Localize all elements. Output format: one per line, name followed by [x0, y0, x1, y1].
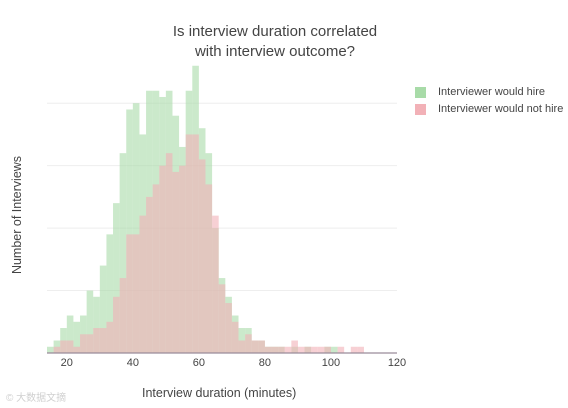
bar-hire — [99, 265, 107, 353]
bar-not-hire — [251, 340, 259, 353]
bar-not-hire — [60, 340, 67, 353]
bar-hire — [126, 109, 133, 353]
bar-hire — [132, 103, 140, 353]
bar-not-hire — [278, 346, 285, 353]
legend-swatch-hire — [415, 86, 426, 98]
bar-not-hire — [297, 346, 305, 353]
legend-item-hire[interactable]: Interviewer would hire — [415, 84, 563, 100]
x-tick-label: 120 — [388, 357, 406, 369]
chart-title-line2: with interview outcome? — [194, 43, 356, 60]
bar-not-hire — [99, 328, 107, 353]
bar-not-hire — [291, 340, 298, 353]
bar-not-hire — [172, 171, 180, 353]
bar-not-hire — [284, 346, 292, 353]
bar-hire — [47, 346, 54, 353]
bar-not-hire — [198, 159, 206, 353]
x-axis-label: Interview duration (minutes) — [142, 386, 297, 400]
bar-not-hire — [80, 334, 87, 353]
legend-label-not-hire: Interviewer would not hire — [438, 103, 564, 115]
bar-not-hire — [264, 346, 272, 353]
bar-not-hire — [86, 334, 94, 353]
bar-not-hire — [126, 234, 133, 353]
y-axis-label: Number of Interviews — [10, 155, 24, 275]
bar-not-hire — [212, 215, 219, 353]
bar-not-hire — [66, 340, 74, 353]
x-tick-labels: 20 40 60 80 100 120 — [61, 357, 406, 369]
x-tick-label: 80 — [259, 357, 271, 369]
bar-not-hire — [106, 321, 114, 353]
bar-not-hire — [119, 278, 127, 353]
bar-hire — [106, 234, 114, 353]
bar-not-hire — [324, 346, 331, 353]
bar-not-hire — [317, 346, 325, 353]
bar-not-hire — [350, 346, 358, 353]
bar-not-hire — [225, 303, 232, 353]
bar-not-hire — [311, 346, 318, 353]
legend: Interviewer would hire Interviewer would… — [415, 84, 563, 118]
legend-label-hire: Interviewer would hire — [438, 86, 545, 98]
watermark: © 大数据文摘 — [6, 393, 67, 404]
bar-not-hire — [245, 334, 252, 353]
bar-not-hire — [113, 296, 120, 353]
bar-not-hire — [238, 340, 246, 353]
bar-not-hire — [132, 234, 140, 353]
bar-not-hire — [179, 165, 186, 353]
bar-not-hire — [304, 346, 312, 353]
bar-not-hire — [337, 346, 345, 353]
bar-not-hire — [139, 215, 147, 353]
bar-not-hire — [53, 346, 61, 353]
bar-hire — [93, 296, 100, 353]
legend-item-not-hire[interactable]: Interviewer would not hire — [415, 101, 563, 117]
chart-title: Is interview duration correlated with in… — [150, 22, 400, 62]
x-tick-label: 20 — [61, 357, 73, 369]
bar-not-hire — [159, 165, 166, 353]
bar-not-hire — [146, 196, 153, 353]
bar-hire — [113, 203, 120, 353]
not-hire-bars — [53, 134, 364, 353]
bar-hire — [330, 346, 338, 353]
bar-not-hire — [152, 184, 160, 353]
bar-not-hire — [218, 284, 226, 353]
bar-hire — [119, 153, 127, 353]
bar-not-hire — [271, 346, 279, 353]
x-tick-label: 100 — [322, 357, 340, 369]
bar-not-hire — [231, 321, 239, 353]
x-tick-label: 60 — [193, 357, 205, 369]
bar-not-hire — [357, 346, 364, 353]
bar-not-hire — [258, 340, 265, 353]
x-tick-label: 40 — [127, 357, 139, 369]
bar-not-hire — [185, 134, 193, 353]
chart-title-line1: Is interview duration correlated — [172, 23, 378, 40]
bar-not-hire — [73, 346, 81, 353]
bar-not-hire — [165, 153, 173, 353]
legend-swatch-not-hire — [415, 103, 426, 115]
bar-not-hire — [205, 184, 213, 353]
grid-lines — [47, 102, 397, 292]
bar-hire — [73, 321, 81, 353]
bar-not-hire — [192, 134, 199, 353]
bar-hire — [86, 290, 94, 353]
bar-not-hire — [93, 328, 100, 353]
bar-hire — [66, 315, 74, 353]
